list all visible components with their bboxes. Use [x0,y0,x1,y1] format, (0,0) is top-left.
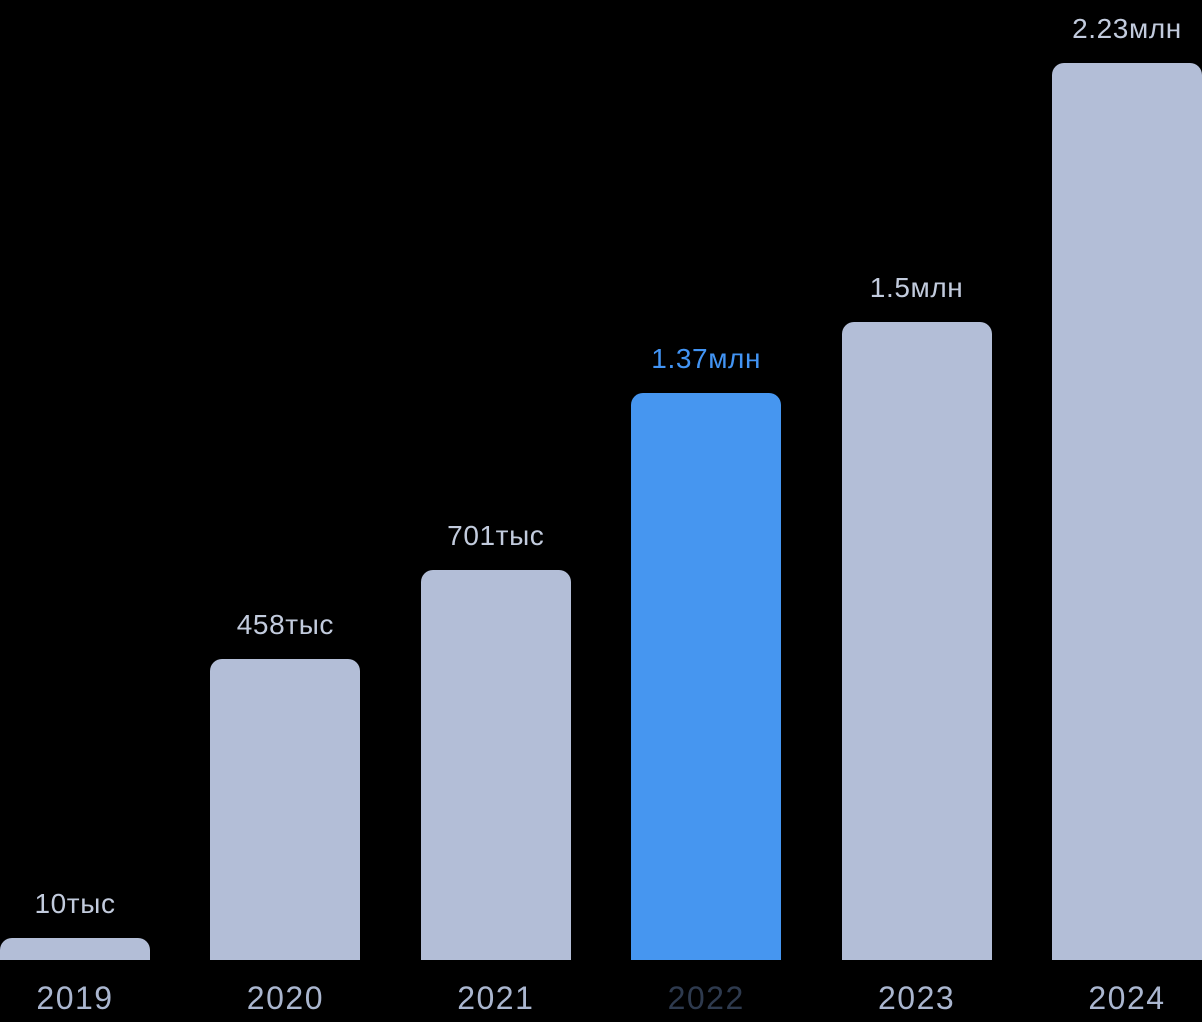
value-label-2023: 1.5млн [869,272,964,303]
bar-2019 [0,938,150,960]
bar-2022-highlighted [631,393,782,960]
bar-2023 [841,322,992,960]
value-label-2024: 2.23млн [1072,13,1182,44]
bar-2020 [210,659,361,960]
x-tick-2024: 2024 [1088,980,1166,1016]
x-tick-2021: 2021 [457,980,535,1016]
bar-group-2021: 701тыс 2021 [420,0,571,1022]
x-tick-2020: 2020 [246,980,324,1016]
bar-group-2023: 1.5млн 2023 [841,0,992,1022]
bar-group-2020: 458тыс 2020 [210,0,361,1022]
bar-group-2022-highlighted: 1.37млн 2022 [631,0,782,1022]
bar-group-2024: 2.23млн 2024 [1051,0,1202,1022]
x-tick-2019: 2019 [36,980,114,1016]
value-label-2022: 1.37млн [651,343,762,374]
x-tick-2022: 2022 [667,980,745,1016]
bar-2024 [1051,63,1202,960]
bar-group-2019: 10тыс 2019 [0,0,150,1022]
bar-2021 [420,570,571,960]
value-label-2019: 10тыс [34,888,116,919]
value-label-2020: 458тыс [236,609,335,640]
value-label-2021: 701тыс [447,520,545,551]
x-tick-2023: 2023 [877,980,956,1016]
